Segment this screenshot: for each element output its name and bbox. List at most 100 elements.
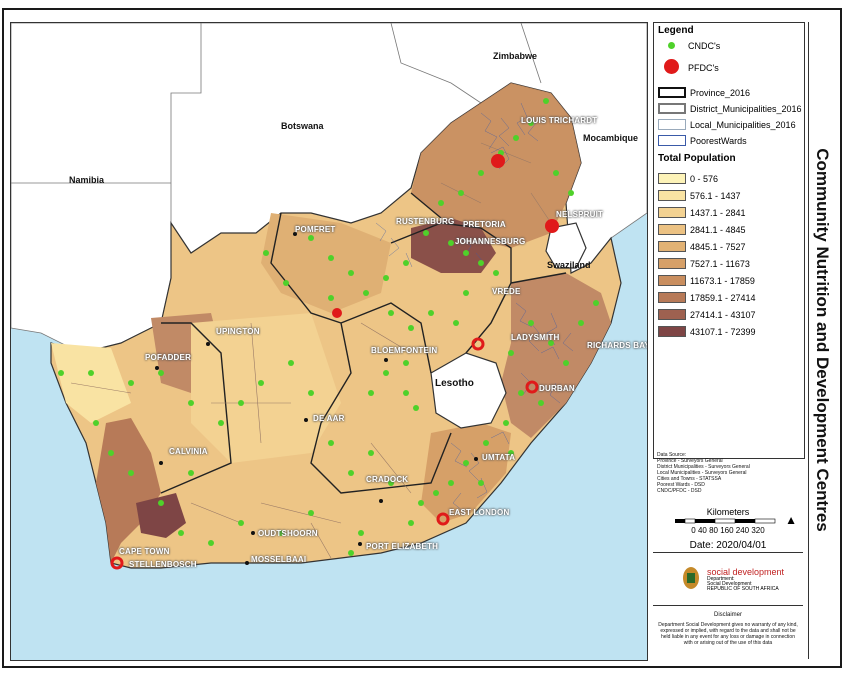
legend-province: Province_2016 [658,87,750,98]
scale-ticks: 0 40 80 160 240 320 [691,526,765,535]
country-lesotho: Lesotho [435,378,474,389]
population-class-label: 43107.1 - 72399 [690,326,756,337]
town-label: EAST LONDON [449,508,510,517]
disclaimer-title: Disclaimer [713,612,742,618]
town-label: LADYSMITH [511,333,560,342]
town-label: CALVINIA [169,447,208,456]
town-label: PRETORIA [463,220,506,229]
town-label: OUDTSHOORN [258,529,318,538]
population-swatch [658,173,686,184]
data-source: Data Source: Province - Surveyors General… [657,452,750,494]
population-class-label: 1437.1 - 2841 [690,207,746,218]
population-swatch [658,326,686,337]
map-canvas [11,23,647,570]
north-arrow-icon: ▲ [785,513,797,527]
population-swatch [658,224,686,235]
population-swatch [658,241,686,252]
population-swatch [658,275,686,286]
disclaimer: Disclaimer Department Social Development… [657,612,799,646]
legend-pfdc: PFDC's [658,59,719,76]
legend-population-class: 17859.1 - 27414 [658,292,756,303]
legend-panel: Legend CNDC's PFDC's Province_2016 Distr… [653,22,805,459]
town-label: UMTATA [482,453,516,462]
map-view[interactable]: Zimbabwe Botswana Namibia Mocambique Swa… [10,22,648,661]
swaziland-shape [545,222,587,269]
legend-population-class: 43107.1 - 72399 [658,326,756,337]
population-class-label: 17859.1 - 27414 [690,292,756,303]
legend-population-class: 7527.1 - 11673 [658,258,750,269]
logo-sub3: REPUBLIC OF SOUTH AFRICA [707,586,779,592]
town-label: PORT ELIZABETH [366,542,439,551]
province-borders [160,192,567,494]
region-gauteng [411,218,496,273]
region-capewinelands [136,493,186,538]
map-date: Date: 2020/04/01 [689,540,767,551]
region-karoo [191,313,341,463]
town-markers [155,232,478,565]
population-class-label: 27414.1 - 43107 [690,309,756,320]
town-label: POFADDER [145,353,192,362]
population-swatch [658,190,686,201]
scale-label: Kilometers [706,507,750,517]
map-title: Community Nutrition and Development Cent… [813,148,832,532]
population-swatch [658,309,686,320]
population-class-label: 0 - 576 [690,173,719,184]
country-swaziland: Swaziland [547,260,591,270]
disclaimer-text: Department Social Development gives no w… [658,622,798,646]
legend-wards: PoorestWards [658,135,747,146]
source-line: District Municipalities - Surveyors Gene… [657,464,750,470]
source-line: Local Municipalities - Surveyors General [657,470,747,476]
legend-population-class: 0 - 576 [658,173,718,184]
town-label: VREDE [492,287,521,296]
title-sidebar [808,22,837,659]
pfdc-points [110,154,559,570]
population-class-label: 7527.1 - 11673 [690,258,750,269]
town-label: POMFRET [295,225,336,234]
info-panel: Data Source: Province - Surveyors General… [653,452,803,662]
town-label: NELSPRUIT [556,210,604,219]
region-eastcape [421,423,511,523]
scale-bar-graphic [675,518,776,524]
source-line: Province - Surveyors General [657,458,723,464]
town-label: UPINGTON [216,327,260,336]
source-line: Data Source: [657,452,687,458]
legend-population-class: 27414.1 - 43107 [658,309,756,320]
source-line: Poorest Wards - DSD [657,482,705,488]
logo-panel: social development Department: Social De… [653,552,803,606]
town-label: DE AAR [313,414,345,423]
population-swatch [658,207,686,218]
legend-population-class: 4845.1 - 7527 [658,241,746,252]
town-label: CRADOCK [366,475,409,484]
pfdc-symbol-icon [663,59,679,74]
population-class-label: 576.1 - 1437 [690,190,741,201]
country-mozambique: Mocambique [583,133,639,143]
region-westcoast [51,343,131,423]
population-swatch [658,292,686,303]
town-label: STELLENBOSCH [129,560,197,569]
town-label: MOSSELBAAI [251,555,307,564]
coat-of-arms-icon [683,567,699,589]
town-label: BLOEMFONTEIN [371,346,438,355]
lesotho-shape [430,352,507,429]
cndc-points [58,98,599,556]
legend-population-class: 11673.1 - 17859 [658,275,755,286]
source-line: CNDC/PFDC - DSD [657,488,702,494]
town-label: DURBAN [539,384,575,393]
logo-sub1: Department: [707,576,735,582]
population-swatch [658,258,686,269]
town-label: LOUIS TRICHARDT [521,116,598,125]
town-label: CAPE TOWN [119,547,170,556]
legend-title: Legend [658,25,694,36]
legend-population-class: 1437.1 - 2841 [658,207,746,218]
region-northwest [261,213,391,313]
legend-population-title: Total Population [658,153,736,164]
logo-text: social development [707,567,785,577]
legend-population-class: 2841.1 - 4845 [658,224,746,235]
cndc-symbol-icon [667,42,675,49]
population-class-label: 11673.1 - 17859 [690,275,755,286]
poorest-wards [375,102,574,512]
region-kzn [501,273,611,438]
country-zimbabwe: Zimbabwe [493,51,538,61]
town-label: JOHANNESBURG [455,237,526,246]
country-namibia: Namibia [69,175,105,185]
